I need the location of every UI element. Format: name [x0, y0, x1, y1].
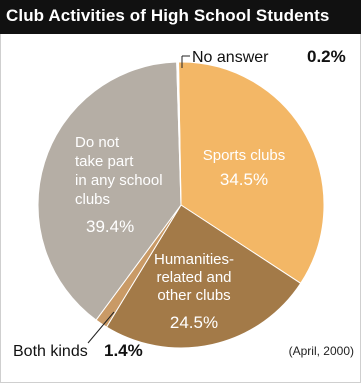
sports-label: Sports clubs — [203, 147, 286, 164]
both-kinds-value: 1.4% — [104, 341, 143, 360]
none-label-line-1: Do not — [75, 134, 120, 151]
pie-slices — [37, 61, 325, 349]
both-kinds-leader-line — [87, 311, 115, 344]
humanities-label-line-3: other clubs — [157, 287, 230, 304]
both-kinds-label: Both kinds — [13, 343, 88, 360]
chart-title: Club Activities of High School Students — [6, 6, 330, 25]
no-answer-label: No answer — [192, 49, 269, 66]
sports-value: 34.5% — [220, 170, 268, 189]
humanities-label-line-2: related and — [156, 269, 231, 286]
slice-no-participation — [37, 61, 182, 321]
slice-no-answer — [176, 61, 182, 206]
slice-humanities-other-clubs — [105, 204, 302, 349]
humanities-label-line-1: Humanities- — [154, 251, 234, 268]
source-note: (April, 2000) — [289, 344, 354, 358]
none-label-line-4: clubs — [75, 191, 110, 208]
none-value: 39.4% — [86, 217, 134, 236]
slice-sports-clubs — [177, 61, 325, 284]
none-label-line-3: in any school — [75, 172, 163, 189]
none-label-line-2: take part — [75, 153, 134, 170]
title-bar: Club Activities of High School Students — [0, 0, 361, 34]
no-answer-value: 0.2% — [307, 47, 346, 66]
humanities-value: 24.5% — [170, 313, 218, 332]
